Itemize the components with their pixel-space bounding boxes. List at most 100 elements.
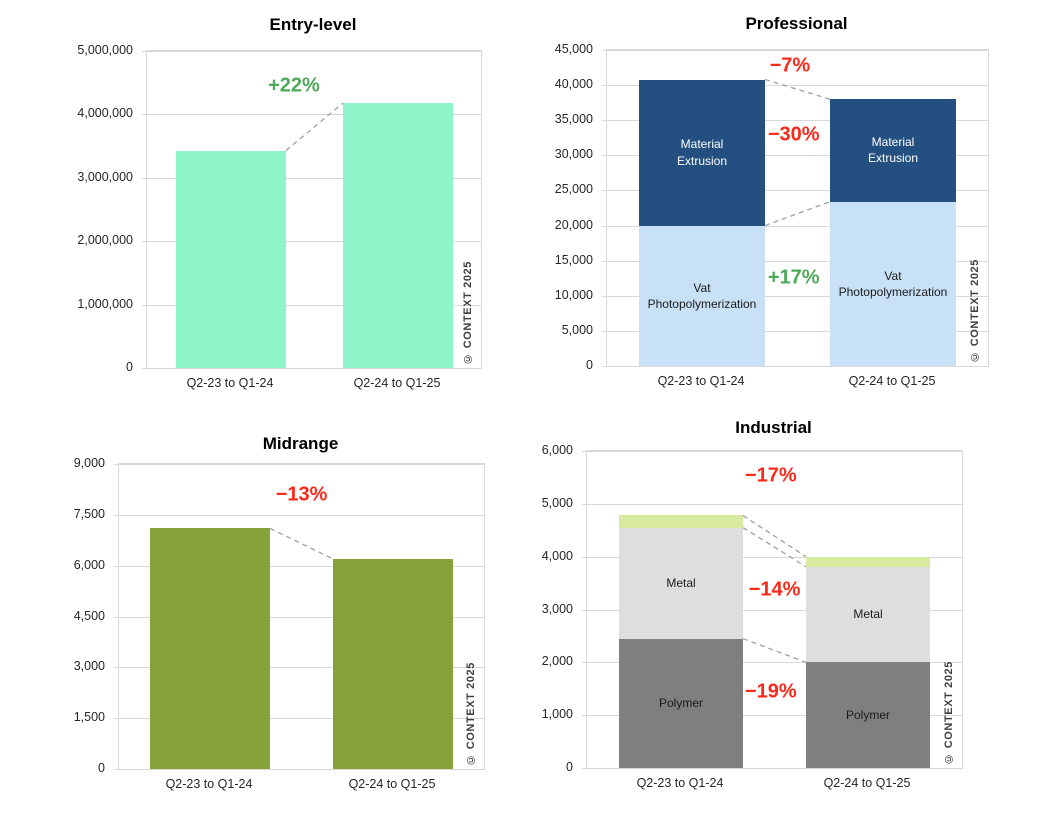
gridline — [607, 296, 988, 297]
plot-area: © CONTEXT 2025 0 5,000 10,000 15,000 20,000 2… — [555, 42, 989, 372]
connector-line — [285, 102, 344, 152]
y-tick-label: 7,500 — [73, 507, 105, 521]
y-axis-tick — [602, 190, 606, 191]
y-tick-label: 45,000 — [554, 42, 593, 56]
y-tick-label: 2,000,000 — [77, 233, 133, 247]
copyright-watermark: © CONTEXT 2025 — [465, 662, 477, 766]
chart-title: Entry-level — [269, 15, 357, 34]
pct-change-annotation: −17% — [744, 464, 797, 487]
gridline — [119, 718, 484, 719]
y-axis-tick — [114, 566, 118, 567]
x-axis-label: Q2-24 to Q1-25 — [353, 376, 441, 390]
gridline — [119, 464, 484, 465]
bar-segment — [343, 103, 453, 368]
y-axis-tick — [142, 114, 146, 115]
copyright-watermark: © CONTEXT 2025 — [943, 661, 955, 765]
pct-change-annotation: +17% — [767, 266, 820, 289]
plot-area: © CONTEXT 2025 0 1,000,000 2,000,000 3,000,… — [77, 43, 482, 374]
y-tick-label: 4,000 — [541, 549, 573, 563]
y-axis-tick — [142, 241, 146, 242]
y-tick-label: 4,000,000 — [77, 106, 133, 120]
y-axis-tick — [142, 368, 146, 369]
pct-change-annotation: −19% — [744, 680, 797, 703]
bar-segment — [176, 150, 286, 368]
segment-label: Material Extrusion — [676, 137, 728, 168]
connector-line — [742, 514, 807, 558]
bar-segment-material-extrusion: Material Extrusion — [830, 99, 956, 202]
y-axis-tick — [582, 662, 586, 663]
pct-change-annotation: −30% — [767, 123, 820, 146]
copyright-watermark: © CONTEXT 2025 — [462, 261, 474, 365]
bar-segment-material-extrusion: Material Extrusion — [639, 79, 765, 226]
gridline — [587, 451, 962, 452]
y-axis-tick — [582, 610, 586, 611]
bar-segment — [619, 515, 743, 528]
bar-segment-polymer: Polymer — [619, 638, 743, 768]
y-tick-label: 3,000 — [541, 602, 573, 616]
gridline — [119, 515, 484, 516]
y-axis-tick — [602, 155, 606, 156]
gridline — [119, 566, 484, 567]
x-axis-label: Q2-24 to Q1-25 — [348, 777, 436, 791]
y-tick-label: 15,000 — [554, 253, 593, 267]
bar-segment — [150, 528, 270, 769]
segment-label: Polymer — [845, 708, 890, 723]
x-axis-label: Q2-24 to Q1-25 — [823, 776, 911, 790]
copyright-watermark: © CONTEXT 2025 — [969, 259, 981, 363]
y-axis-tick — [114, 617, 118, 618]
gridline — [607, 120, 988, 121]
y-tick-label: 1,000 — [541, 707, 573, 721]
y-axis-tick — [602, 261, 606, 262]
y-tick-label: 4,500 — [73, 609, 105, 623]
chart-panel-midrange: Midrange © CONTEXT 2025 0 1,500 3,000 4,500… — [0, 412, 524, 824]
y-axis-tick — [602, 50, 606, 51]
plot-area: © CONTEXT 2025 0 1,000 2,000 3,000 4,000 5,00… — [542, 443, 963, 774]
y-tick-label: 6,000 — [73, 558, 105, 572]
y-tick-label: 0 — [586, 358, 593, 372]
y-axis-tick — [114, 515, 118, 516]
y-axis-tick — [114, 667, 118, 668]
bar-segment — [806, 556, 930, 567]
y-tick-label: 20,000 — [554, 218, 593, 232]
y-axis-tick — [602, 226, 606, 227]
gridline — [607, 190, 988, 191]
y-tick-label: 1,500 — [73, 710, 105, 724]
pct-change-annotation: −13% — [275, 483, 328, 505]
y-tick-label: 2,000 — [541, 654, 573, 668]
segment-label: Polymer — [658, 696, 703, 711]
x-axis-label: Q2-23 to Q1-24 — [636, 776, 724, 790]
y-tick-label: 1,000,000 — [77, 297, 133, 311]
connector-line — [764, 78, 831, 100]
bar-segment — [333, 558, 453, 769]
y-axis-tick — [114, 464, 118, 465]
x-axis-label: Q2-23 to Q1-24 — [657, 374, 745, 388]
y-tick-label: 25,000 — [554, 182, 593, 196]
connector-line — [269, 527, 334, 560]
chart-title: Midrange — [262, 434, 339, 453]
y-axis-tick — [602, 85, 606, 86]
chart-panel-professional: Professional © CONTEXT 2025 0 5,000 10,000… — [524, 0, 1048, 412]
y-axis-tick — [602, 296, 606, 297]
y-tick-label: 0 — [126, 360, 133, 374]
chart-title: Industrial — [735, 418, 812, 437]
gridline — [587, 504, 962, 505]
gridline — [607, 331, 988, 332]
y-tick-label: 3,000 — [73, 659, 105, 673]
segment-label: Material Extrusion — [867, 135, 919, 166]
y-axis-tick — [142, 305, 146, 306]
gridline — [607, 50, 988, 51]
y-tick-label: 6,000 — [541, 443, 573, 457]
gridline — [607, 226, 988, 227]
y-axis-tick — [582, 557, 586, 558]
y-axis-tick — [142, 178, 146, 179]
connector-line — [742, 637, 807, 663]
y-tick-label: 9,000 — [73, 456, 105, 470]
x-axis-label: Q2-24 to Q1-25 — [848, 374, 936, 388]
gridline — [147, 178, 481, 179]
connector-line — [742, 527, 807, 568]
y-axis-tick — [582, 715, 586, 716]
bar-segment-metal: Metal — [806, 566, 930, 663]
y-tick-label: 5,000,000 — [77, 43, 133, 57]
segment-label: Vat Photopolymerization — [647, 280, 757, 311]
